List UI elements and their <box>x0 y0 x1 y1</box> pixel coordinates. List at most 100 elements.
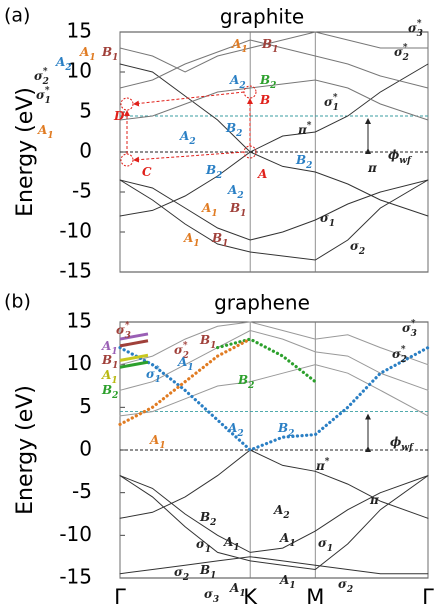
annotation: ϕwf <box>388 148 413 166</box>
annotation-sub: 1 <box>272 45 278 55</box>
x-tick-label: Γ <box>114 585 126 608</box>
annotation-text: B <box>295 153 306 167</box>
annotation: B2 <box>205 163 222 181</box>
annotation-text: A <box>227 183 237 197</box>
panel-label: (b) <box>4 291 31 313</box>
annotation-sub: 2 <box>305 161 312 171</box>
annotation-text: A <box>183 231 193 245</box>
annotation-text: σ <box>196 537 205 551</box>
annotation: A1 <box>37 123 54 141</box>
band-line <box>119 475 429 571</box>
annotation-text: B <box>199 333 210 347</box>
annotation: σ1 <box>320 211 335 229</box>
annotation-sub: wf <box>399 156 413 166</box>
annotation-sub: 2 <box>282 511 289 521</box>
annotation-text: π <box>297 123 307 137</box>
annotation-text: B <box>101 353 112 367</box>
annotation-sub: 1 <box>47 131 53 141</box>
annotation: A1 <box>201 201 218 219</box>
annotation-sub: 1 <box>329 219 335 229</box>
annotation: B1 <box>199 563 216 581</box>
annotation-sub: 1 <box>89 53 95 63</box>
annotation: π <box>369 493 379 507</box>
y-axis-label: Energy (eV) <box>13 87 38 217</box>
annotation-text: σ <box>338 577 347 591</box>
annotation: A1 <box>223 535 240 553</box>
annotation-sub: 1 <box>193 239 199 249</box>
panel-title: graphene <box>214 291 310 315</box>
annotation: π <box>367 161 377 175</box>
annotation-sub: 1 <box>205 545 211 555</box>
annotation-text: A <box>201 201 211 215</box>
annotation-sub: 2 <box>182 351 189 361</box>
annotation-sub: 2 <box>236 191 243 201</box>
highlight-band <box>119 360 149 369</box>
annotation-text: A <box>177 355 187 369</box>
annotation: σ* 2 <box>392 345 407 365</box>
annotation-text: B <box>259 73 270 87</box>
annotation-sub: 1 <box>111 347 117 357</box>
annotation: B2 <box>277 421 294 439</box>
y-tick-label: 15 <box>67 309 92 333</box>
annotation-text: σ <box>324 95 333 109</box>
annotation-text: A <box>179 129 189 143</box>
y-tick-label: 0 <box>79 437 92 461</box>
band-line <box>119 556 429 575</box>
annotation: π* <box>297 121 312 137</box>
annotation-sub: 1 <box>45 96 51 106</box>
annotation-sub: 2 <box>215 171 222 181</box>
annotation-sub: 1 <box>327 544 333 554</box>
annotation-sup: * <box>45 86 50 96</box>
annotation-sup: * <box>411 319 416 329</box>
annotation-sub: wf <box>401 443 415 453</box>
annotation-text: B <box>199 563 210 577</box>
annotation-sub: 2 <box>358 247 365 257</box>
dotted-band <box>118 346 430 452</box>
annotation: B <box>259 93 270 107</box>
annotation-sub: 2 <box>402 53 409 63</box>
annotation-text: σ <box>350 239 359 253</box>
y-tick-label: 15 <box>67 19 92 43</box>
annotation: π* <box>315 457 330 473</box>
annotation-sub: 2 <box>238 81 245 91</box>
annotation-sub: 2 <box>236 429 243 439</box>
annotation-sub: 1 <box>112 53 118 63</box>
annotation-sub: 2 <box>287 429 294 439</box>
annotation-text: A <box>79 45 89 59</box>
annotation-text: B <box>225 121 236 135</box>
annotation-text: σ <box>116 323 125 337</box>
annotation-text: A <box>257 167 267 181</box>
annotation-text: σ <box>392 347 401 361</box>
annotation-sub: 1 <box>111 376 117 386</box>
annotation: σ* 2 <box>394 43 409 63</box>
plot-area <box>118 321 430 579</box>
annotation-text: ϕ <box>390 435 402 449</box>
annotation-sub: 2 <box>400 355 407 365</box>
annotation-sub: 2 <box>247 381 254 391</box>
annotation-sub: 1 <box>289 581 295 591</box>
panel-label: (a) <box>4 5 30 27</box>
annotation-text: A <box>229 73 239 87</box>
transition-arrow <box>133 91 245 107</box>
annotation-text: C <box>142 165 152 179</box>
annotation: B1 <box>261 37 278 55</box>
annotation: A2 <box>227 183 244 201</box>
annotation-sub: 1 <box>241 45 247 55</box>
annotation-text: σ <box>320 211 329 225</box>
annotation-text: σ <box>36 88 45 102</box>
annotation-sup: * <box>325 457 330 467</box>
annotation-sub: 2 <box>269 81 276 91</box>
band-line <box>119 179 429 261</box>
band-line <box>119 179 429 241</box>
annotation-text: ϕ <box>388 148 400 162</box>
band-line <box>119 329 429 391</box>
annotation: A1 <box>279 531 296 549</box>
annotation-text: A <box>227 421 237 435</box>
plot-area <box>119 31 429 273</box>
annotation: σ2 <box>174 565 189 583</box>
annotation-text: B <box>205 163 216 177</box>
annotation: A1 <box>279 573 296 591</box>
highlight-band <box>119 339 149 348</box>
dotted-band <box>216 337 317 384</box>
